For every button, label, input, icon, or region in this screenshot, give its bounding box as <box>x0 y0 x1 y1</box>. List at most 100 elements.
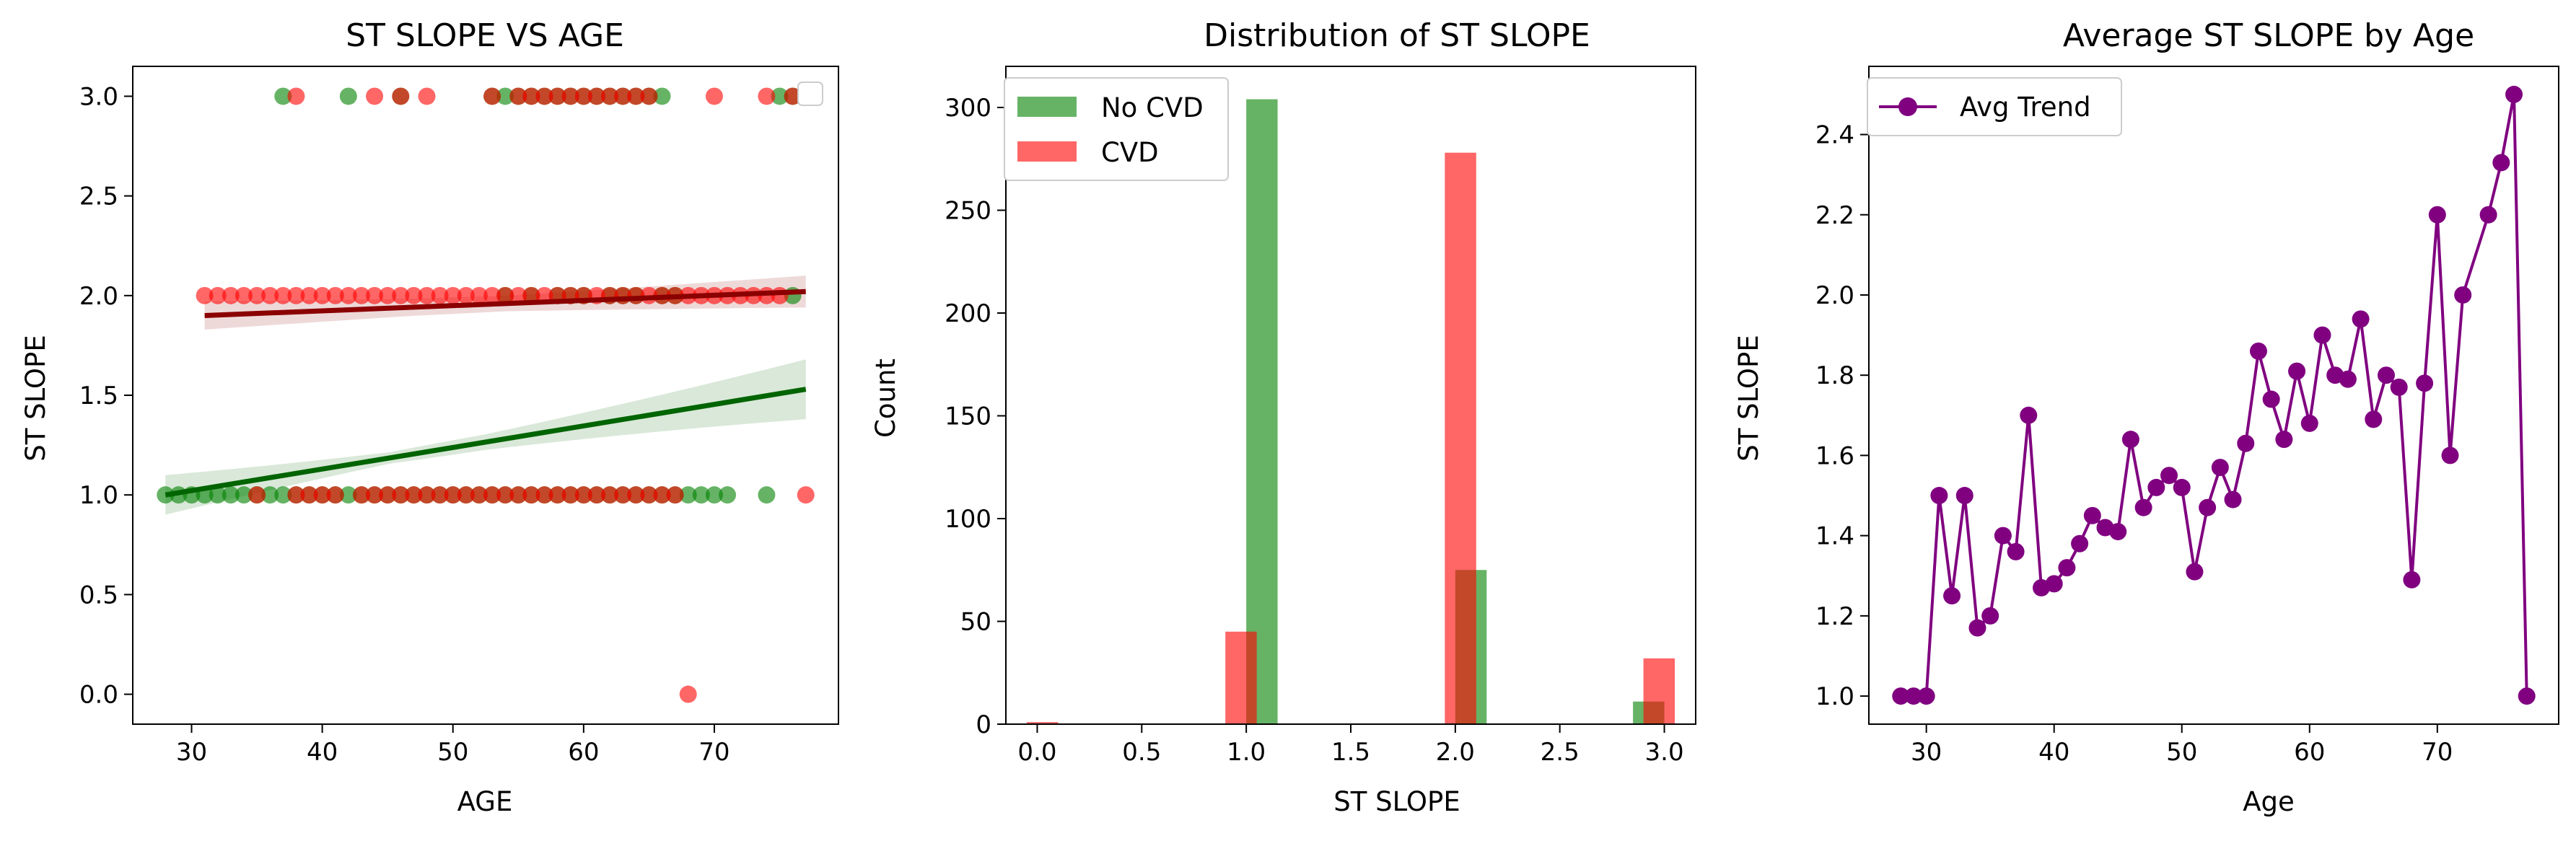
histogram-x-tick-label: 2.0 <box>1436 738 1475 767</box>
avg-trend-point <box>2262 390 2280 408</box>
cvd-point <box>287 87 305 105</box>
scatter-x-axis-label: AGE <box>457 786 513 817</box>
cvd-point <box>601 486 619 504</box>
scatter-panel: ST SLOPE VS AGE AGE ST SLOPE 30 40 50 60 70 0… <box>20 17 839 817</box>
avg-trend-point <box>2109 523 2127 541</box>
legend-swatch-no-cvd <box>1017 97 1077 117</box>
cvd-point <box>352 486 370 504</box>
avg-trend-point <box>2275 431 2293 449</box>
avg-trend-point <box>2249 342 2267 360</box>
line-y-tick-label: 1.8 <box>1815 361 1854 390</box>
cvd-point <box>535 87 553 105</box>
legend-swatch-cvd <box>1017 141 1077 162</box>
avg-trend-point <box>2186 563 2204 581</box>
avg-trend-point <box>1968 619 1986 637</box>
histogram-y-tick-label: 0 <box>976 710 991 739</box>
cvd-point <box>209 286 227 304</box>
line-y-tick-label: 2.0 <box>1815 281 1854 310</box>
cvd-point <box>274 286 292 304</box>
cvd-point <box>392 87 410 105</box>
avg-trend-point <box>2403 571 2421 589</box>
cvd-point <box>601 87 619 105</box>
scatter-x-tick-label: 40 <box>307 738 338 767</box>
cvd-point <box>366 286 384 304</box>
cvd-point <box>418 486 436 504</box>
legend-label-avg-trend: Avg Trend <box>1960 92 2091 123</box>
cvd-point <box>444 486 462 504</box>
cvd-point <box>483 87 501 105</box>
histogram-x-tick-label: 2.5 <box>1541 738 1580 767</box>
cvd-point <box>548 486 566 504</box>
cvd-point <box>313 486 331 504</box>
cvd-point <box>548 87 566 105</box>
line-x-axis-label: Age <box>2243 786 2295 817</box>
no_cvd-point <box>209 486 227 504</box>
scatter-y-tick-label: 0.0 <box>79 681 118 710</box>
avg-trend-point <box>1930 487 1948 505</box>
avg-trend-point <box>2134 498 2152 516</box>
cvd-point <box>653 486 671 504</box>
cvd-point <box>431 286 449 304</box>
cvd-point <box>444 286 462 304</box>
legend-label-cvd: CVD <box>1101 137 1159 168</box>
no_cvd-point <box>653 87 671 105</box>
scatter-empty-legend <box>797 82 823 106</box>
no_cvd-point <box>679 486 697 504</box>
line-x-tick-label: 70 <box>2422 738 2453 767</box>
scatter-y-tick-label: 2.5 <box>79 182 118 211</box>
histogram-y-tick-label: 100 <box>945 505 991 534</box>
cvd-point <box>509 286 527 304</box>
line-x-tick-label: 60 <box>2294 738 2325 767</box>
cvd-point <box>483 486 501 504</box>
avg-trend-point <box>2211 459 2229 477</box>
cvd-point <box>379 486 397 504</box>
avg-trend-point <box>2071 534 2089 552</box>
cvd-point <box>392 286 410 304</box>
cvd-point <box>431 486 449 504</box>
cvd-point <box>287 286 305 304</box>
cvd-point <box>758 87 776 105</box>
cvd-point <box>313 286 331 304</box>
avg-trend-point <box>1981 607 1999 625</box>
histogram-axes-frame <box>1005 66 1696 725</box>
scatter-y-tick-label: 0.5 <box>79 581 118 609</box>
avg-trend-point <box>2199 498 2217 516</box>
cvd-point <box>614 486 632 504</box>
cvd-point <box>418 286 436 304</box>
line-y-axis-label: ST SLOPE <box>1733 335 1764 461</box>
avg-trend-point <box>2300 414 2318 432</box>
no_cvd-point <box>771 87 789 105</box>
legend-label-no-cvd: No CVD <box>1101 92 1204 123</box>
cvd-point <box>470 486 488 504</box>
cvd-point <box>574 486 592 504</box>
cvd-point <box>248 286 266 304</box>
cvd-point <box>326 486 344 504</box>
avg-trend-point <box>1955 487 1973 505</box>
cvd-point <box>457 286 475 304</box>
bar-cvd <box>1643 658 1675 724</box>
cvd-point <box>771 286 789 304</box>
cvd-point <box>366 87 384 105</box>
line-y-tick-label: 1.2 <box>1815 602 1854 631</box>
avg-trend-point <box>1994 527 2012 545</box>
cvd-point <box>405 286 423 304</box>
scatter-x-tick-label: 50 <box>437 738 468 767</box>
line-y-tick-label: 1.4 <box>1815 522 1854 551</box>
histogram-y-tick-label: 50 <box>960 608 991 637</box>
line-y-tick-label: 2.4 <box>1815 121 1854 150</box>
cvd-point <box>522 87 540 105</box>
scatter-y-axis-label: ST SLOPE <box>20 335 51 461</box>
avg-trend-point <box>1917 687 1935 705</box>
scatter-x-tick-label: 70 <box>698 738 730 767</box>
bar-no-cvd <box>1246 99 1278 725</box>
cvd-point <box>509 87 527 105</box>
avg-trend-point <box>2416 374 2434 392</box>
line-x-tick-label: 30 <box>1911 738 1942 767</box>
avg-trend-point <box>2045 575 2063 593</box>
cvd-regression-line <box>204 289 806 318</box>
no_cvd-point <box>235 486 253 504</box>
cvd-point <box>614 87 632 105</box>
cvd-point <box>509 486 527 504</box>
histogram-y-axis-label: Count <box>870 358 901 438</box>
